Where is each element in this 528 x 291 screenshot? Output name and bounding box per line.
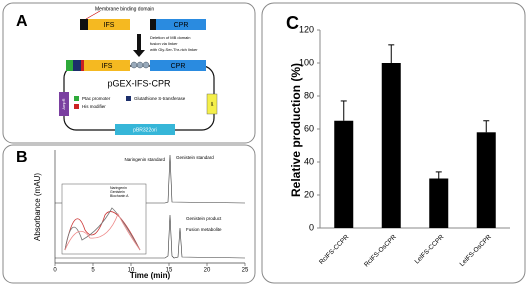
mb-domain xyxy=(150,19,156,30)
annotation: Naringenin standard xyxy=(124,157,165,162)
x-tick-label: RcIFS-CCPR xyxy=(318,233,350,265)
gene-label: CPR xyxy=(174,22,189,29)
bar xyxy=(334,120,354,228)
trace xyxy=(55,154,246,204)
y-tick-label: 40 xyxy=(304,156,314,166)
ori-label: ori xyxy=(210,102,215,107)
gene-label: CPR xyxy=(171,63,186,70)
step-text: with Gly-Ser-Thr-rich linker xyxy=(150,47,198,52)
y-tick-label: 100 xyxy=(299,57,314,67)
x-tick-label: RcIFS-OsCPR xyxy=(363,233,398,268)
inset-trace xyxy=(64,213,141,251)
x-tick-label: 10 xyxy=(128,268,135,274)
x-tick-label: LeIFS-CCPR xyxy=(414,233,446,265)
x-tick-label: 5 xyxy=(91,268,95,274)
linker xyxy=(130,61,138,69)
ori-box xyxy=(206,93,218,115)
x-tick-label: LeIFS-OsCPR xyxy=(459,233,494,268)
legend-text: His modifier xyxy=(82,104,106,109)
x-tick-label: 0 xyxy=(53,268,57,274)
pbr-label: pBR322ori xyxy=(133,127,157,133)
panel-label: B xyxy=(16,149,28,166)
x-tick-label: 15 xyxy=(166,268,173,274)
step-text: Deletion of MB domain xyxy=(150,35,190,40)
pointer xyxy=(85,10,101,20)
y-tick-label: 20 xyxy=(304,189,314,199)
bar xyxy=(429,178,449,228)
gene-label: IFS xyxy=(104,22,115,29)
annotation: Genistein standard xyxy=(176,155,214,160)
arrow xyxy=(133,34,145,57)
x-tick-label: 25 xyxy=(242,268,249,274)
amp-box xyxy=(59,92,69,116)
chromatogram: Naringenin Genistein Biochanin A Naringe… xyxy=(53,150,249,274)
legend-swatch xyxy=(126,96,131,101)
plasmid-name: pGEX-IFS-CPR xyxy=(107,78,171,88)
bar xyxy=(476,132,496,228)
inset-legend: Biochanin A xyxy=(110,194,129,198)
legend-text: Glutathione S-transferase xyxy=(134,96,186,101)
inset-legend: Genistein xyxy=(110,190,125,194)
annotation: Genistein product xyxy=(186,216,222,221)
linker xyxy=(142,61,150,69)
panel-label: C xyxy=(286,13,299,33)
legend-swatch xyxy=(74,96,79,101)
ifs-gene xyxy=(84,60,130,71)
gst xyxy=(73,60,81,71)
axis-label: Absorbance (mAU) xyxy=(33,173,42,241)
bar xyxy=(381,63,401,228)
mb-domain xyxy=(80,19,88,30)
note: Membrane binding domain xyxy=(95,6,154,12)
cpr-gene xyxy=(156,19,206,30)
gene-label: IFS xyxy=(102,63,113,70)
step-text: fusion via linker xyxy=(150,41,178,46)
y-tick-label: 80 xyxy=(304,90,314,100)
axis-label: Time (min) xyxy=(130,271,171,280)
bar-chart: 0 20 40 60 80 100 120 RcIFS-CCPR RcIFS-OsCPR LeIF… xyxy=(299,24,510,269)
legend-text: Ptac promoter xyxy=(82,96,111,101)
panel-c-frame xyxy=(261,2,526,284)
y-tick-label: 0 xyxy=(309,222,314,232)
inset-legend: Naringenin xyxy=(110,186,127,190)
panel-b-frame xyxy=(2,144,256,284)
trace xyxy=(55,214,246,259)
panel-a-frame xyxy=(2,2,256,144)
pbr-box xyxy=(115,124,175,135)
cpr-gene xyxy=(150,60,206,71)
ifs-gene xyxy=(88,19,130,30)
y-tick-label: 120 xyxy=(299,24,314,34)
axis-label: Relative production (%) xyxy=(289,63,303,197)
panel-label: A xyxy=(16,13,28,30)
promoter xyxy=(66,60,73,71)
his xyxy=(81,60,84,71)
annotation: Fusion metabolite xyxy=(186,227,222,232)
x-tick-label: 20 xyxy=(204,268,211,274)
inset-trace xyxy=(64,207,141,251)
amp-label: AmpR xyxy=(61,98,66,109)
legend-swatch xyxy=(74,104,79,109)
y-tick-label: 60 xyxy=(304,123,314,133)
linker xyxy=(136,61,144,69)
